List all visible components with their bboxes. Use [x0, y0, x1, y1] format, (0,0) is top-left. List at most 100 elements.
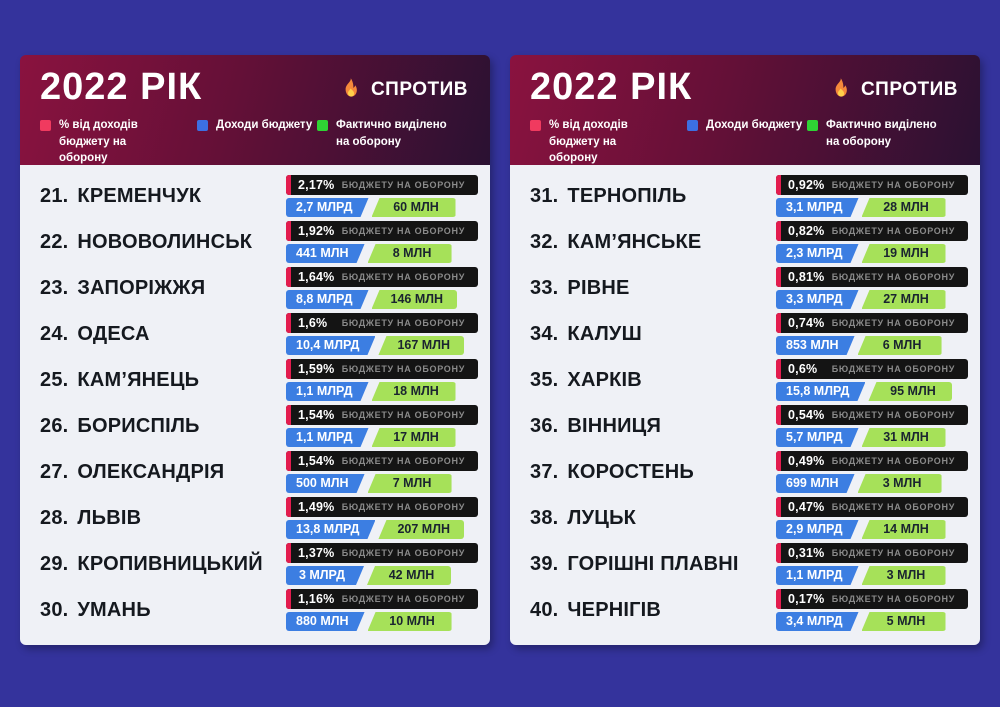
city-row: 36. ВІННИЦЯ 0,54% БЮДЖЕТУ НА ОБОРОНУ 5,7 МЛР…: [530, 405, 968, 447]
city-label: 30. УМАНЬ: [40, 599, 151, 622]
city-label: 34. КАЛУШ: [530, 323, 642, 346]
budget-badge: 441 МЛН: [286, 244, 365, 263]
defense-budget-label: БЮДЖЕТУ НА ОБОРОНУ: [831, 364, 955, 374]
percent-value: 1,49%: [298, 500, 335, 514]
defense-budget-label: БЮДЖЕТУ НА ОБОРОНУ: [341, 594, 465, 604]
city-name: КАМ’ЯНСЬКЕ: [567, 230, 702, 253]
percent-value: 1,16%: [298, 592, 335, 606]
allocated-badge: 60 МЛН: [371, 198, 456, 217]
percent-bar: 1,16% БЮДЖЕТУ НА ОБОРОНУ: [286, 589, 478, 609]
city-rank: 31.: [530, 184, 559, 207]
city-label: 27. ОЛЕКСАНДРІЯ: [40, 461, 224, 484]
city-name: ЗАПОРІЖЖЯ: [77, 276, 206, 299]
defense-budget-label: БЮДЖЕТУ НА ОБОРОНУ: [831, 226, 955, 236]
city-row: 23. ЗАПОРІЖЖЯ 1,64% БЮДЖЕТУ НА ОБОРОНУ 8,8 М…: [40, 267, 478, 309]
percent-stripe-icon: [286, 175, 291, 195]
value-badges: 2,7 МЛРД 60 МЛН: [286, 198, 478, 217]
city-name: КАЛУШ: [567, 322, 642, 345]
budget-badge: 3,1 МЛРД: [776, 198, 859, 217]
value-badges: 441 МЛН 8 МЛН: [286, 244, 478, 263]
percent-value: 0,82%: [788, 224, 825, 238]
stat-block: 0,6% БЮДЖЕТУ НА ОБОРОНУ 15,8 МЛРД 95 МЛН: [776, 359, 968, 401]
budget-badge: 2,9 МЛРД: [776, 520, 859, 539]
value-badges: 3,4 МЛРД 5 МЛН: [776, 612, 968, 631]
page-title: 2022 РІК: [530, 66, 693, 108]
budget-badge: 853 МЛН: [776, 336, 855, 355]
allocated-badge: 10 МЛН: [367, 612, 452, 631]
percent-value: 0,17%: [788, 592, 825, 606]
percent-bar: 0,31% БЮДЖЕТУ НА ОБОРОНУ: [776, 543, 968, 563]
budget-badge: 1,1 МЛРД: [286, 428, 369, 447]
percent-value: 1,92%: [298, 224, 335, 238]
city-name: КРОПИВНИЦЬКИЙ: [77, 552, 263, 575]
percent-value: 0,81%: [788, 270, 825, 284]
percent-bar: 0,54% БЮДЖЕТУ НА ОБОРОНУ: [776, 405, 968, 425]
percent-value: 0,54%: [788, 408, 825, 422]
stat-block: 0,92% БЮДЖЕТУ НА ОБОРОНУ 3,1 МЛРД 28 МЛН: [776, 175, 968, 217]
stat-block: 0,54% БЮДЖЕТУ НА ОБОРОНУ 5,7 МЛРД 31 МЛН: [776, 405, 968, 447]
city-rank: 32.: [530, 230, 559, 253]
budget-badge: 8,8 МЛРД: [286, 290, 369, 309]
percent-stripe-icon: [776, 175, 781, 195]
budget-badge: 13,8 МЛРД: [286, 520, 375, 539]
legend-item-allocated: Фактично виділено на оборону: [807, 117, 944, 167]
allocated-badge: 14 МЛН: [861, 520, 946, 539]
percent-stripe-icon: [286, 451, 291, 471]
stat-block: 0,81% БЮДЖЕТУ НА ОБОРОНУ 3,3 МЛРД 27 МЛН: [776, 267, 968, 309]
page-title: 2022 РІК: [40, 66, 203, 108]
city-row: 21. КРЕМЕНЧУК 2,17% БЮДЖЕТУ НА ОБОРОНУ 2,7 М…: [40, 175, 478, 217]
city-name: КОРОСТЕНЬ: [567, 460, 694, 483]
stat-block: 1,54% БЮДЖЕТУ НА ОБОРОНУ 1,1 МЛРД 17 МЛН: [286, 405, 478, 447]
stat-block: 1,64% БЮДЖЕТУ НА ОБОРОНУ 8,8 МЛРД 146 МЛН: [286, 267, 478, 309]
city-name: ВІННИЦЯ: [567, 414, 662, 437]
percent-value: 0,6%: [788, 362, 818, 376]
defense-budget-label: БЮДЖЕТУ НА ОБОРОНУ: [831, 502, 955, 512]
city-name: НОВОВОЛИНСЬК: [77, 230, 253, 253]
percent-bar: 0,6% БЮДЖЕТУ НА ОБОРОНУ: [776, 359, 968, 379]
defense-budget-label: БЮДЖЕТУ НА ОБОРОНУ: [341, 318, 465, 328]
city-label: 21. КРЕМЕНЧУК: [40, 185, 201, 208]
stat-block: 1,6% БЮДЖЕТУ НА ОБОРОНУ 10,4 МЛРД 167 МЛН: [286, 313, 478, 355]
city-name: ЧЕРНІГІВ: [567, 598, 662, 621]
percent-value: 0,92%: [788, 178, 825, 192]
allocated-badge: 8 МЛН: [367, 244, 452, 263]
allocated-badge: 42 МЛН: [367, 566, 451, 585]
city-label: 28. ЛЬВІВ: [40, 507, 141, 530]
panel-ranks-31-40: 2022 РІК СПРОТИВ % від доходів бюджету н…: [510, 55, 980, 645]
stat-block: 2,17% БЮДЖЕТУ НА ОБОРОНУ 2,7 МЛРД 60 МЛН: [286, 175, 478, 217]
stat-block: 1,59% БЮДЖЕТУ НА ОБОРОНУ 1,1 МЛРД 18 МЛН: [286, 359, 478, 401]
defense-budget-label: БЮДЖЕТУ НА ОБОРОНУ: [831, 456, 955, 466]
budget-badge: 2,3 МЛРД: [776, 244, 859, 263]
defense-budget-label: БЮДЖЕТУ НА ОБОРОНУ: [831, 272, 955, 282]
stat-block: 0,47% БЮДЖЕТУ НА ОБОРОНУ 2,9 МЛРД 14 МЛН: [776, 497, 968, 539]
legend-item-income: Доходи бюджету: [687, 117, 807, 167]
city-name: ЛУЦЬК: [567, 506, 637, 529]
percent-stripe-icon: [776, 497, 781, 517]
defense-budget-label: БЮДЖЕТУ НА ОБОРОНУ: [831, 318, 955, 328]
defense-budget-label: БЮДЖЕТУ НА ОБОРОНУ: [341, 548, 465, 558]
value-badges: 2,9 МЛРД 14 МЛН: [776, 520, 968, 539]
percent-stripe-icon: [776, 405, 781, 425]
city-row: 35. ХАРКІВ 0,6% БЮДЖЕТУ НА ОБОРОНУ 15,8 МЛРД…: [530, 359, 968, 401]
city-row: 29. КРОПИВНИЦЬКИЙ 1,37% БЮДЖЕТУ НА ОБОРОНУ 3…: [40, 543, 478, 585]
stat-block: 0,49% БЮДЖЕТУ НА ОБОРОНУ 699 МЛН 3 МЛН: [776, 451, 968, 493]
percent-bar: 0,82% БЮДЖЕТУ НА ОБОРОНУ: [776, 221, 968, 241]
city-label: 40. ЧЕРНІГІВ: [530, 599, 661, 622]
percent-bar: 0,74% БЮДЖЕТУ НА ОБОРОНУ: [776, 313, 968, 333]
defense-budget-label: БЮДЖЕТУ НА ОБОРОНУ: [831, 594, 955, 604]
percent-bar: 0,49% БЮДЖЕТУ НА ОБОРОНУ: [776, 451, 968, 471]
city-name: КАМ’ЯНЕЦЬ: [77, 368, 200, 391]
stat-block: 1,16% БЮДЖЕТУ НА ОБОРОНУ 880 МЛН 10 МЛН: [286, 589, 478, 631]
city-label: 29. КРОПИВНИЦЬКИЙ: [40, 553, 263, 576]
percent-value: 1,6%: [298, 316, 328, 330]
city-label: 25. КАМ’ЯНЕЦЬ: [40, 369, 199, 392]
panel-ranks-21-30: 2022 РІК СПРОТИВ % від доходів бюджету н…: [20, 55, 490, 645]
city-row: 37. КОРОСТЕНЬ 0,49% БЮДЖЕТУ НА ОБОРОНУ 699 М…: [530, 451, 968, 493]
city-row: 24. ОДЕСА 1,6% БЮДЖЕТУ НА ОБОРОНУ 10,4 МЛРД 1…: [40, 313, 478, 355]
infographic-page: 2022 РІК СПРОТИВ % від доходів бюджету н…: [20, 55, 980, 645]
budget-badge: 3 МЛРД: [286, 566, 364, 585]
percent-value: 0,31%: [788, 546, 825, 560]
budget-badge: 3,4 МЛРД: [776, 612, 859, 631]
city-row: 30. УМАНЬ 1,16% БЮДЖЕТУ НА ОБОРОНУ 880 МЛН 10…: [40, 589, 478, 631]
stat-block: 1,37% БЮДЖЕТУ НА ОБОРОНУ 3 МЛРД 42 МЛН: [286, 543, 478, 585]
